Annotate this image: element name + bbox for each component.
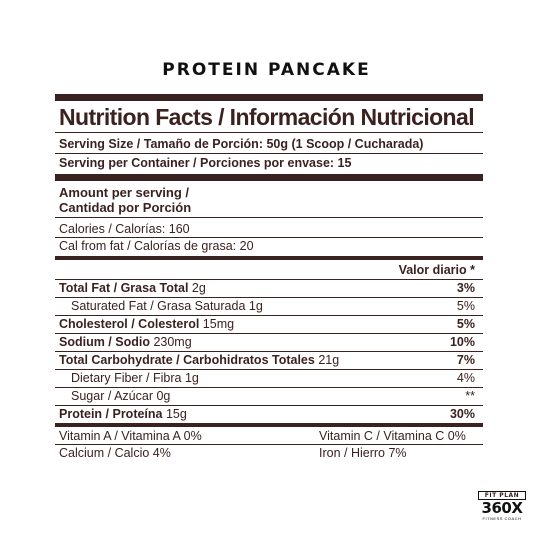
label-heading: Nutrition Facts / Información Nutriciona… — [59, 104, 475, 130]
logo-sub-text: FITNESS COACH — [482, 516, 522, 521]
nutrient-row-protein: Protein / Proteína 15g 30% — [55, 406, 483, 423]
logo-top-text: FIT PLAN — [478, 491, 526, 500]
serving-size: Serving Size / Tamaño de Porción: 50g (1… — [55, 133, 483, 152]
nutrient-amount: 2g — [191, 281, 206, 295]
vitamin-left: Calcium / Calcio 4% — [59, 446, 171, 460]
nutrient-dv: 5% — [456, 299, 475, 313]
nutrient-name: Total Carbohydrate / Carbohidratos Total… — [59, 352, 339, 369]
divider — [55, 217, 483, 218]
divider — [55, 444, 483, 445]
nutrient-label: Sodium / Sodio — [59, 335, 150, 349]
nutrient-dv: 7% — [456, 353, 475, 367]
nutrient-label: Dietary Fiber / Fibra — [71, 371, 182, 385]
amount-per-serving-es: Cantidad por Porción — [59, 200, 192, 215]
servings-per-container: Serving per Container / Porciones por en… — [59, 156, 352, 170]
nutrient-name: Total Fat / Grasa Total 2g — [59, 280, 206, 297]
nutrition-label: Nutrition Facts / Información Nutriciona… — [55, 94, 483, 461]
nutrient-name: Cholesterol / Colesterol 15mg — [59, 316, 234, 333]
nutrient-name: Sodium / Sodio 230mg — [59, 334, 192, 351]
divider — [55, 387, 483, 388]
nutrient-row-carbohydrate: Total Carbohydrate / Carbohidratos Total… — [55, 352, 483, 369]
amount-per-serving-en: Amount per serving / — [59, 185, 190, 200]
divider — [55, 315, 483, 316]
nutrient-dv: 10% — [449, 335, 475, 349]
divider-thick — [55, 174, 483, 181]
divider — [55, 369, 483, 370]
nutrient-dv: 5% — [456, 317, 475, 331]
nutrient-row-total-fat: Total Fat / Grasa Total 2g 3% — [55, 280, 483, 297]
nutrient-dv: 4% — [456, 371, 475, 385]
logo-main-text: 360X — [481, 499, 523, 517]
nutrient-label: Cholesterol / Colesterol — [59, 317, 200, 331]
brand-logo: FIT PLAN 360X FITNESS COACH — [478, 491, 526, 521]
nutrient-dv: ** — [465, 389, 475, 403]
nutrient-amount: 1g — [248, 299, 263, 313]
serving-size-label: Serving Size / Tamaño de Porción: — [59, 137, 263, 151]
amount-per-serving: Amount per serving / Cantidad por Porció… — [55, 181, 483, 217]
nutrient-amount: 1g — [184, 371, 199, 385]
nutrient-label: Protein / Proteína — [59, 407, 163, 421]
nutrient-amount: 21g — [318, 353, 340, 367]
nutrient-name: Sugar / Azúcar 0g — [71, 388, 170, 405]
nutrient-label: Saturated Fat / Grasa Saturada — [71, 299, 246, 313]
calories: Calories / Calorías: 160 — [59, 222, 190, 236]
nutrient-row-fiber: Dietary Fiber / Fibra 1g 4% — [55, 370, 483, 387]
divider — [55, 237, 483, 238]
divider — [55, 132, 483, 133]
divider — [55, 351, 483, 352]
nutrient-amount: 15g — [165, 407, 187, 421]
nutrient-row-sodium: Sodium / Sodio 230mg 10% — [55, 334, 483, 351]
nutrient-row-cholesterol: Cholesterol / Colesterol 15mg 5% — [55, 316, 483, 333]
divider — [55, 405, 483, 406]
divider — [55, 279, 483, 280]
nutrient-label: Total Carbohydrate / Carbohidratos Total… — [59, 353, 315, 367]
product-title: PROTEIN PANCAKE — [162, 60, 371, 80]
divider — [55, 333, 483, 334]
divider — [55, 297, 483, 298]
label-top-rule — [55, 94, 483, 101]
nutrient-dv: 3% — [456, 281, 475, 295]
vitamin-row: Calcium / Calcio 4% Iron / Hierro 7% — [55, 445, 483, 461]
nutrient-row-sugar: Sugar / Azúcar 0g ** — [55, 388, 483, 405]
divider-medium — [55, 423, 483, 427]
divider — [55, 153, 483, 154]
nutrient-amount: 0g — [156, 389, 171, 403]
vitamin-left: Vitamin A / Vitamina A 0% — [59, 429, 202, 443]
nutrient-label: Sugar / Azúcar — [71, 389, 153, 403]
vitamin-right: Iron / Hierro 7% — [319, 446, 407, 460]
daily-value-header: Valor diario * — [398, 263, 475, 277]
nutrient-row-saturated-fat: Saturated Fat / Grasa Saturada 1g 5% — [55, 298, 483, 315]
calories-from-fat: Cal from fat / Calorías de grasa: 20 — [59, 239, 254, 253]
nutrient-amount: 15mg — [202, 317, 235, 331]
vitamin-right: Vitamin C / Vitamina C 0% — [319, 429, 466, 443]
nutrient-name: Protein / Proteína 15g — [59, 406, 187, 423]
vitamin-row: Vitamin A / Vitamina A 0% Vitamin C / Vi… — [55, 427, 483, 444]
nutrient-dv: 30% — [449, 407, 475, 421]
nutrient-label: Total Fat / Grasa Total — [59, 281, 189, 295]
nutrient-name: Dietary Fiber / Fibra 1g — [71, 370, 199, 387]
nutrient-name: Saturated Fat / Grasa Saturada 1g — [71, 298, 263, 315]
divider-medium — [55, 256, 483, 260]
nutrient-amount: 230mg — [153, 335, 192, 349]
serving-size-value: 50g (1 Scoop / Cucharada) — [266, 137, 424, 151]
